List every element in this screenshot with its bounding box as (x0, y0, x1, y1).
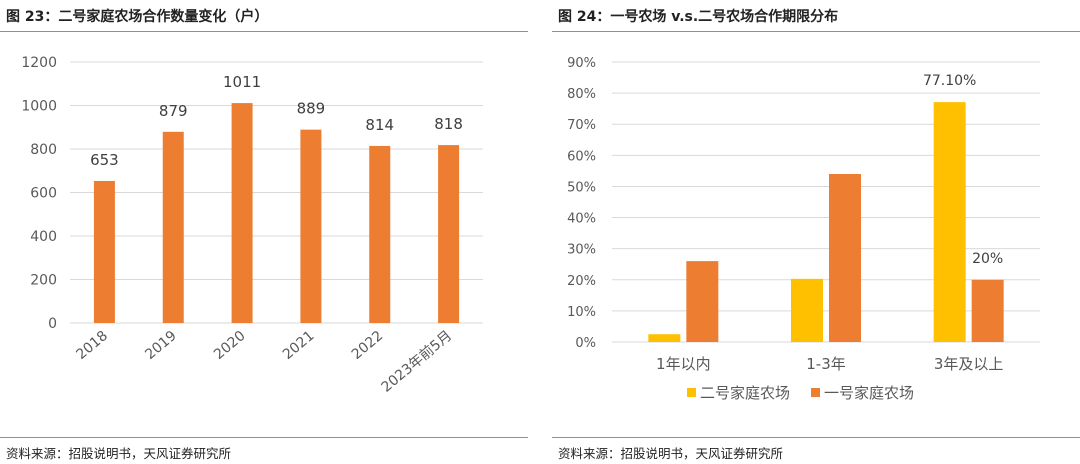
bar (971, 279, 1004, 342)
source-divider (0, 437, 528, 438)
y-tick-label: 1000 (21, 99, 57, 115)
bar (300, 129, 322, 323)
bar (369, 145, 391, 323)
bar (162, 131, 184, 323)
bar (686, 261, 719, 342)
bar (93, 180, 115, 323)
y-tick-label: 30% (567, 243, 596, 258)
y-tick-label: 400 (30, 229, 57, 245)
legend-label: 一号家庭农场 (824, 384, 914, 402)
figure-24-panel: 图 24：一号农场 v.s.二号农场合作期限分布 0% 10% 20% 30% 40% 5… (552, 0, 1080, 464)
data-label: 818 (434, 115, 463, 133)
x-tick-label: 2019 (142, 328, 180, 363)
x-tick-label: 2020 (211, 328, 249, 363)
y-tick-label: 80% (567, 87, 596, 102)
y-tick-label: 50% (567, 180, 596, 195)
data-label: 20% (972, 251, 1003, 267)
y-tick-label: 0 (48, 316, 57, 332)
y-tick-label: 20% (567, 274, 596, 289)
source-note: 资料来源：招股说明书，天风证券研究所 (6, 446, 232, 461)
data-label: 814 (365, 116, 394, 134)
bar-chart-farm-count: 0 200 400 600 800 1000 1200 653 2018 879 2019 1011 2… (21, 55, 483, 396)
source-note: 资料来源：招股说明书，天风证券研究所 (558, 446, 784, 461)
legend-swatch (687, 388, 696, 397)
bar (231, 103, 253, 323)
bar (648, 334, 681, 342)
data-label: 653 (90, 151, 119, 169)
legend-item: 一号家庭农场 (811, 384, 914, 402)
source-divider (552, 437, 1080, 438)
y-tick-label: 10% (567, 305, 596, 320)
x-tick-label: 2023年前5月 (378, 327, 455, 396)
x-tick-label: 2021 (280, 328, 318, 363)
legend: 二号家庭农场 一号家庭农场 (687, 384, 914, 402)
y-tick-label: 800 (30, 142, 57, 158)
bar (829, 174, 861, 342)
y-tick-label: 0% (575, 336, 596, 351)
x-tick-label: 1-3年 (806, 355, 846, 373)
bar (438, 145, 460, 323)
y-tick-label: 200 (30, 273, 57, 289)
figure-title: 图 23：二号家庭农场合作数量变化（户） (6, 9, 269, 25)
y-tick-label: 40% (567, 212, 596, 227)
data-label: 889 (297, 100, 326, 118)
gridlines (70, 61, 483, 324)
gridlines (612, 61, 1040, 343)
title-divider (0, 31, 528, 32)
data-label: 77.10% (923, 73, 976, 89)
x-tick-label: 1年以内 (656, 355, 711, 373)
x-tick-label: 2022 (349, 328, 387, 363)
y-tick-label: 70% (567, 118, 596, 133)
bar-chart-term-distribution: 0% 10% 20% 30% 40% 50% 60% 70% 80% 90% 1年以内 1-3年 77.… (567, 56, 1040, 402)
figure-23-panel: 图 23：二号家庭农场合作数量变化（户） 0 200 400 600 800 1000 12… (0, 0, 528, 464)
y-tick-label: 90% (567, 56, 596, 71)
y-tick-label: 60% (567, 149, 596, 164)
bar (933, 102, 966, 342)
x-tick-label: 3年及以上 (934, 355, 1004, 373)
bar (791, 278, 823, 342)
data-label: 879 (159, 102, 188, 120)
legend-item: 二号家庭农场 (687, 384, 790, 402)
y-tick-label: 1200 (21, 55, 57, 71)
title-divider (552, 31, 1080, 32)
y-tick-label: 600 (30, 186, 57, 202)
legend-label: 二号家庭农场 (700, 384, 790, 402)
x-tick-label: 2018 (73, 328, 111, 363)
legend-swatch (811, 388, 820, 397)
data-label: 1011 (223, 73, 261, 91)
figure-title: 图 24：一号农场 v.s.二号农场合作期限分布 (558, 9, 839, 25)
